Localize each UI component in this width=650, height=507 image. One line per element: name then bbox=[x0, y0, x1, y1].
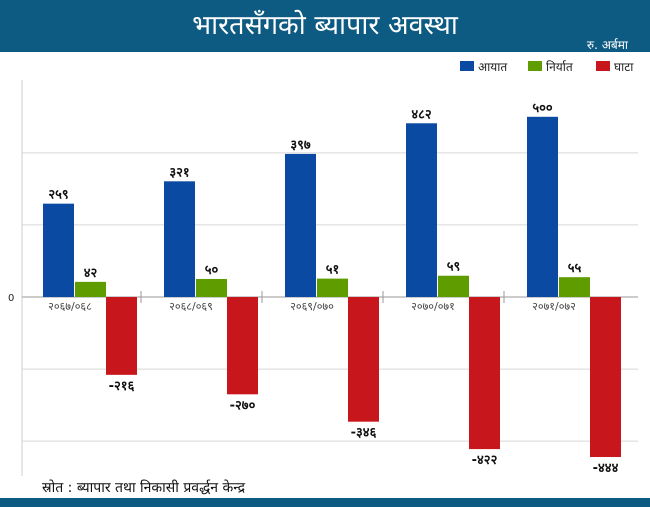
data-label-export-3: ५१ bbox=[326, 263, 340, 278]
bar-deficit-1 bbox=[106, 297, 137, 375]
legend: आयात निर्यात घाटा bbox=[460, 58, 645, 74]
legend-label-export: निर्यात bbox=[546, 59, 573, 74]
data-label-export-5: ५५ bbox=[568, 261, 582, 276]
data-label-import-4: ४८२ bbox=[411, 107, 432, 122]
bar-deficit-3 bbox=[348, 297, 379, 422]
data-label-export-2: ५० bbox=[205, 263, 219, 278]
chart-title: भारतसँगको ब्यापार अवस्था bbox=[192, 10, 458, 41]
source-note: स्रोत : ब्यापार तथा निकासी प्रवर्द्धन के… bbox=[42, 480, 246, 496]
legend-item-export: निर्यात bbox=[528, 58, 573, 74]
category-label-4: २०७०/०७१ bbox=[411, 300, 455, 313]
data-label-export-4: ५९ bbox=[447, 260, 461, 275]
bar-deficit-4 bbox=[469, 297, 500, 450]
data-label-import-5: ५०० bbox=[532, 101, 553, 116]
legend-swatch-import bbox=[460, 61, 474, 71]
legend-label-deficit: घाटा bbox=[614, 59, 634, 74]
bar-import-2 bbox=[164, 181, 195, 297]
data-label-deficit-1: -२१६ bbox=[109, 379, 135, 394]
legend-swatch-deficit bbox=[596, 61, 610, 71]
bar-export-1 bbox=[75, 281, 106, 297]
category-label-2: २०६८/०६९ bbox=[169, 300, 213, 313]
bar-export-2 bbox=[196, 278, 227, 297]
data-label-import-1: २५९ bbox=[48, 188, 68, 203]
data-label-export-1: ४२ bbox=[84, 266, 98, 281]
data-label-deficit-4: -४२२ bbox=[472, 453, 498, 468]
data-label-deficit-2: -२७० bbox=[230, 398, 256, 413]
category-label-5: २०७१/०७२ bbox=[532, 300, 576, 313]
bottom-bar bbox=[0, 498, 650, 507]
data-label-deficit-5: -४४४ bbox=[593, 461, 619, 476]
title-bar bbox=[0, 0, 650, 52]
bar-import-5 bbox=[527, 116, 558, 297]
zero-label: 0 bbox=[8, 293, 14, 304]
bar-export-3 bbox=[317, 278, 348, 297]
bar-import-4 bbox=[406, 123, 437, 297]
bar-import-1 bbox=[43, 203, 74, 297]
bar-export-5 bbox=[559, 277, 590, 297]
data-label-import-3: ३९७ bbox=[290, 138, 311, 153]
legend-item-import: आयात bbox=[460, 58, 507, 74]
bar-deficit-2 bbox=[227, 297, 258, 395]
legend-item-deficit: घाटा bbox=[596, 58, 633, 74]
unit-label: रु. अर्बमा bbox=[586, 38, 628, 52]
legend-swatch-export bbox=[528, 61, 542, 71]
bar-export-4 bbox=[438, 275, 469, 297]
category-label-1: २०६७/०६८ bbox=[48, 300, 92, 313]
category-label-3: २०६९/०७० bbox=[290, 300, 334, 313]
bar-deficit-5 bbox=[590, 297, 621, 458]
bar-import-3 bbox=[285, 153, 316, 297]
data-label-import-2: ३२१ bbox=[169, 165, 189, 180]
legend-label-import: आयात bbox=[478, 59, 508, 74]
data-label-deficit-3: -३४६ bbox=[351, 426, 377, 441]
